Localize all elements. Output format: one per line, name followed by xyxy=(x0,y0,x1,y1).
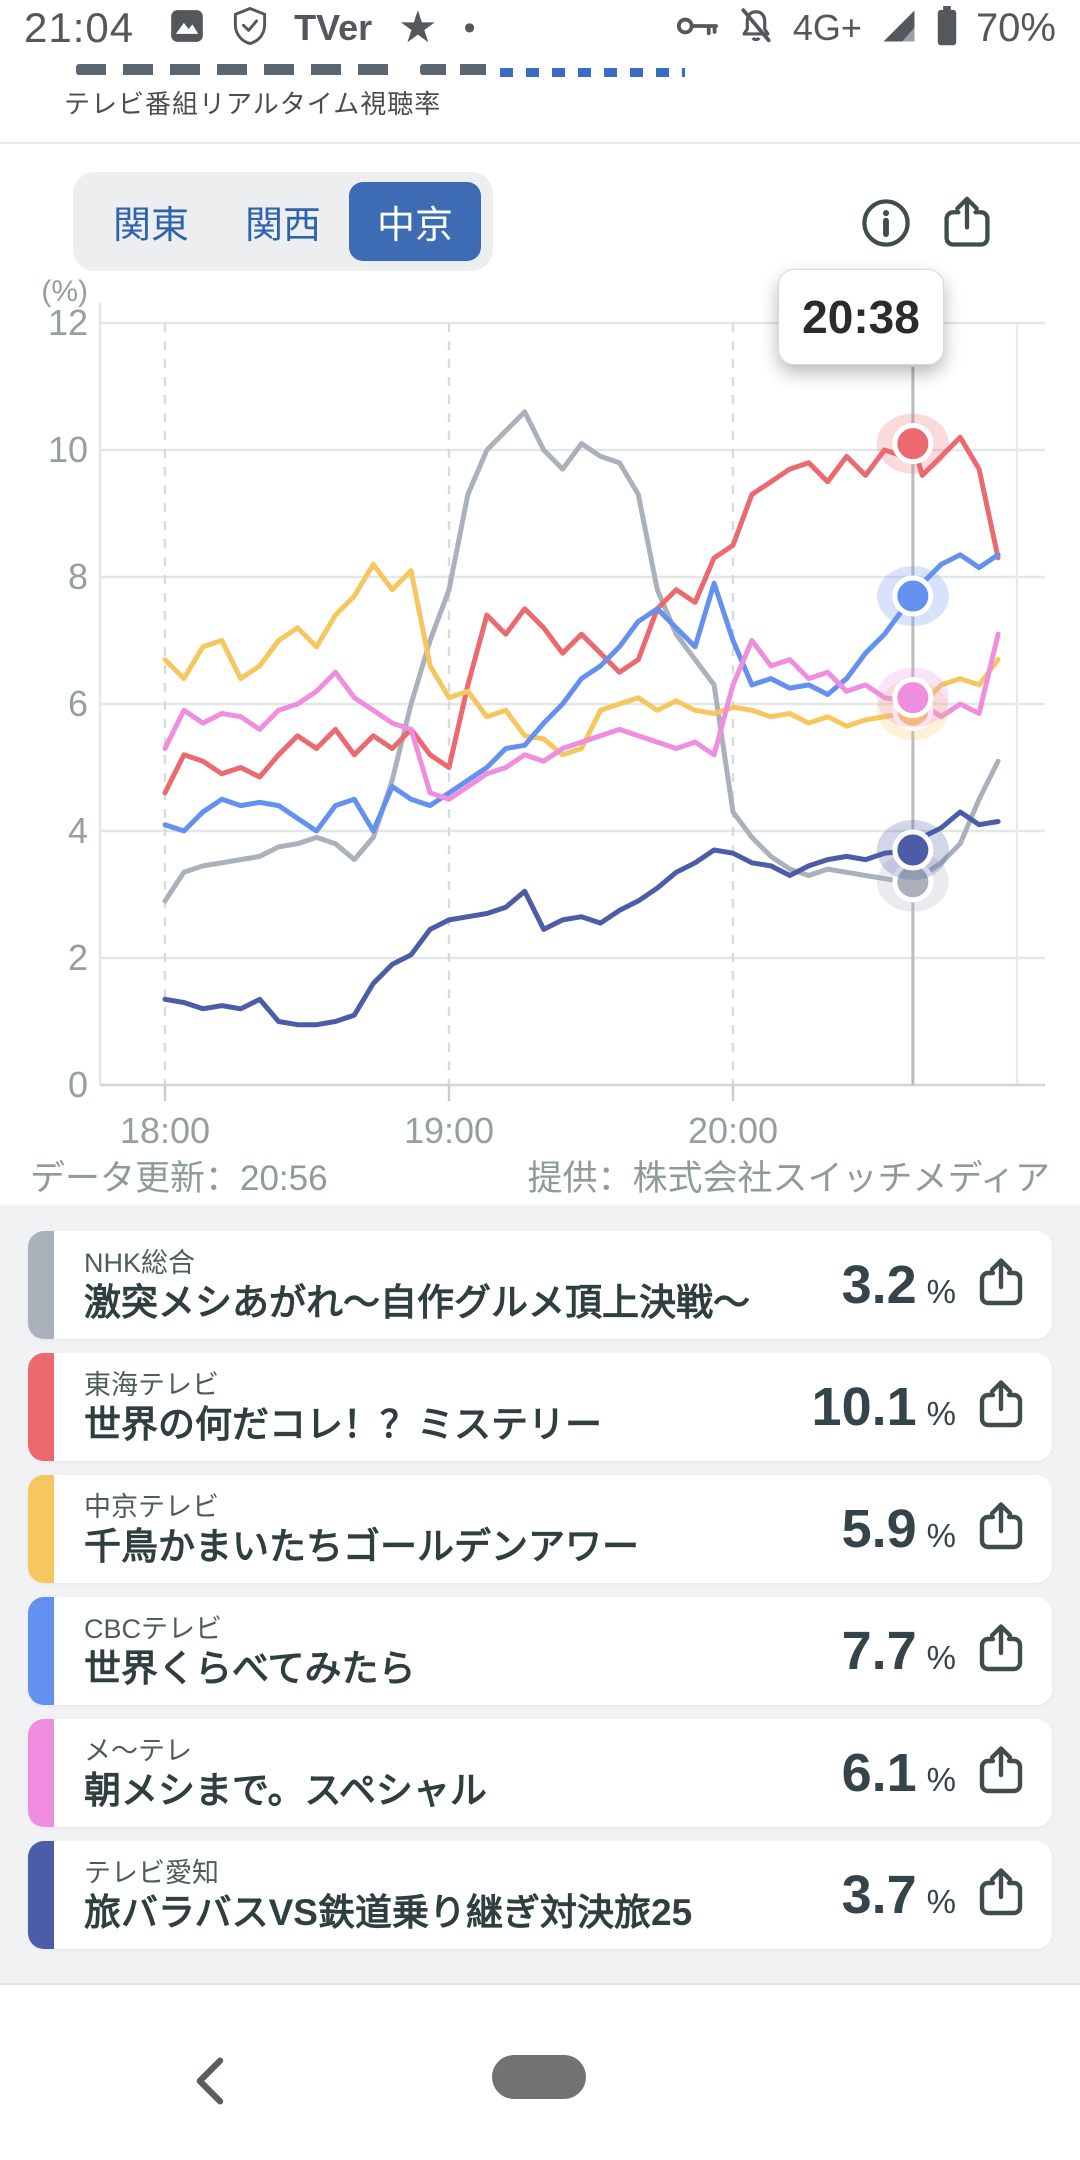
channel-program-title: 旅バラバスVS鉄道乗り継ぎ対決旅25 xyxy=(84,1892,693,1933)
share-row-button[interactable] xyxy=(976,1500,1026,1559)
page-subtitle: テレビ番組リアルタイム視聴率 xyxy=(64,89,442,119)
svg-text:12: 12 xyxy=(48,302,88,343)
data-provider-label: 提供：株式会社スイッチメディア xyxy=(527,1159,1050,1198)
back-button[interactable] xyxy=(192,2057,226,2110)
channel-rating-value: 5.9 xyxy=(841,1499,917,1559)
channel-rating-value: 6.1 xyxy=(841,1743,917,1803)
channel-program-title: 世界くらべてみたら xyxy=(84,1648,416,1689)
channel-color-bar xyxy=(28,1475,54,1583)
channel-rating-unit: % xyxy=(926,1761,956,1798)
notifications-muted-icon xyxy=(737,7,775,50)
channel-rating-value: 10.1 xyxy=(811,1377,917,1437)
channel-rating-value: 3.7 xyxy=(841,1865,917,1925)
channel-row[interactable]: テレビ愛知 旅バラバスVS鉄道乗り継ぎ対決旅25 3.7 % xyxy=(28,1841,1052,1949)
vpn-key-icon xyxy=(675,11,719,46)
channel-row[interactable]: 中京テレビ 千鳥かまいたちゴールデンアワー 5.9 % xyxy=(28,1475,1052,1583)
share-row-button[interactable] xyxy=(976,1866,1026,1925)
battery-icon xyxy=(936,5,958,51)
share-row-button[interactable] xyxy=(976,1622,1026,1681)
channel-program-title: 千鳥かまいたちゴールデンアワー xyxy=(84,1526,639,1567)
shield-check-icon xyxy=(232,6,268,50)
channel-row[interactable]: CBCテレビ 世界くらべてみたら 7.7 % xyxy=(28,1597,1052,1705)
clipped-page-title-fragment xyxy=(76,64,396,75)
channel-network-label: NHK総合 xyxy=(84,1248,196,1278)
channel-color-bar xyxy=(28,1841,54,1949)
channel-row[interactable]: 東海テレビ 世界の何だコレ！？ミステリー 10.1 % xyxy=(28,1353,1052,1461)
channel-rating-unit: % xyxy=(926,1395,956,1432)
channel-program-title: 朝メシまで。スペシャル xyxy=(84,1770,487,1811)
app-header: テレビ番組リアルタイム視聴率 xyxy=(0,52,1080,144)
channel-color-bar xyxy=(28,1231,54,1339)
ratings-chart-area: 12 10 8 6 4 2 0 (%) 18:00 19:00 20:00 20:38 xyxy=(0,215,1080,1155)
svg-text:8: 8 xyxy=(68,556,88,597)
channel-rating-unit: % xyxy=(926,1517,956,1554)
battery-percent-label: 70% xyxy=(975,5,1056,50)
svg-text:4: 4 xyxy=(68,810,88,851)
status-clock: 21:04 xyxy=(24,4,135,51)
share-row-button[interactable] xyxy=(976,1744,1026,1803)
channel-network-label: 東海テレビ xyxy=(84,1370,219,1400)
channel-row[interactable]: NHK総合 激突メシあがれ〜自作グルメ頂上決戦〜 3.2 % xyxy=(28,1231,1052,1339)
svg-text:19:00: 19:00 xyxy=(404,1110,494,1151)
svg-text:18:00: 18:00 xyxy=(120,1110,210,1151)
channel-program-title: 世界の何だコレ！？ミステリー xyxy=(84,1404,602,1445)
home-indicator[interactable] xyxy=(492,2055,586,2099)
channel-rating-unit: % xyxy=(926,1883,956,1920)
channel-program-title: 激突メシあがれ〜自作グルメ頂上決戦〜 xyxy=(84,1282,750,1323)
channel-rating-unit: % xyxy=(926,1639,956,1676)
channel-row[interactable]: メ〜テレ 朝メシまで。スペシャル 6.1 % xyxy=(28,1719,1052,1827)
tver-notification-icon: TVer xyxy=(294,7,373,48)
photos-notification-icon xyxy=(168,7,206,50)
info-button[interactable] xyxy=(858,195,914,251)
channel-network-label: テレビ愛知 xyxy=(84,1858,219,1888)
share-row-button[interactable] xyxy=(976,1378,1026,1437)
signal-strength-icon xyxy=(880,9,918,48)
network-type-label: 4G+ xyxy=(792,7,862,48)
svg-text:6: 6 xyxy=(68,683,88,724)
channel-color-bar xyxy=(28,1597,54,1705)
channel-rating-value: 3.2 xyxy=(841,1255,917,1315)
region-tab-0[interactable]: 関東 xyxy=(113,205,190,247)
svg-text:0: 0 xyxy=(68,1064,88,1105)
channel-network-label: メ〜テレ xyxy=(84,1736,192,1766)
clipped-page-title-fragment xyxy=(420,64,490,75)
svg-text:20:00: 20:00 xyxy=(688,1110,778,1151)
status-bar: 21:04 TVer ★ • 4G+ xyxy=(0,0,1080,52)
system-navigation-bar xyxy=(0,1985,1080,2160)
channel-list: NHK総合 激突メシあがれ〜自作グルメ頂上決戦〜 3.2 % 東海テレビ 世界の… xyxy=(0,1205,1080,1985)
data-updated-label: データ更新：20:56 xyxy=(30,1159,328,1198)
region-tab-2[interactable]: 中京 xyxy=(349,182,482,261)
channel-rating-value: 7.7 xyxy=(841,1621,917,1681)
ratings-chart[interactable]: 12 10 8 6 4 2 0 (%) 18:00 19:00 20:00 xyxy=(0,215,1080,1155)
channel-network-label: CBCテレビ xyxy=(84,1614,223,1644)
channel-network-label: 中京テレビ xyxy=(84,1492,219,1522)
svg-text:10: 10 xyxy=(48,429,88,470)
region-tab-1[interactable]: 関西 xyxy=(245,205,322,247)
channel-color-bar xyxy=(28,1353,54,1461)
channel-color-bar xyxy=(28,1719,54,1827)
channel-rating-unit: % xyxy=(926,1273,956,1310)
svg-text:(%): (%) xyxy=(41,275,88,308)
dot-notification-icon: • xyxy=(463,8,476,47)
region-tab-group: 関東 関西 中京 xyxy=(73,172,494,271)
cursor-time-tooltip: 20:38 xyxy=(778,269,944,365)
svg-text:2: 2 xyxy=(68,937,88,978)
share-chart-button[interactable] xyxy=(940,194,994,252)
clipped-link-fragment xyxy=(500,68,685,77)
share-row-button[interactable] xyxy=(976,1256,1026,1315)
star-notification-icon: ★ xyxy=(398,3,438,52)
